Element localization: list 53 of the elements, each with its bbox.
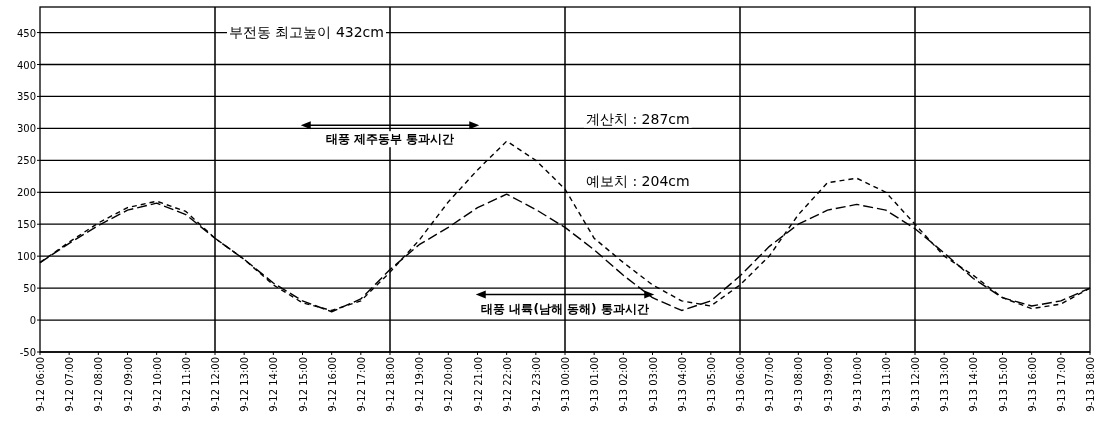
y-tick-label: 300: [16, 123, 36, 135]
x-tick-label: 9-13 04:00: [676, 357, 688, 412]
x-tick-label: 9-13 15:00: [997, 357, 1009, 412]
x-tick-label: 9-12 06:00: [35, 357, 46, 412]
x-tick-label: 9-13 13:00: [939, 357, 951, 412]
annotation: 예보치 : 204cm: [586, 173, 690, 190]
x-tick-label: 9-12 08:00: [93, 357, 105, 412]
x-tick-label: 9-12 11:00: [180, 357, 192, 412]
y-tick-label: 0: [29, 315, 36, 327]
x-tick-label: 9-12 19:00: [414, 357, 426, 412]
annotation: 계산치 : 287cm: [586, 110, 690, 127]
x-tick-label: 9-13 18:00: [1085, 357, 1096, 412]
x-tick-label: 9-13 10:00: [851, 357, 863, 412]
x-tick-label: 9-12 10:00: [151, 357, 163, 412]
x-tick-label: 9-13 06:00: [735, 357, 746, 412]
x-tick-label: 9-13 00:00: [560, 357, 571, 412]
y-tick-label: 100: [16, 251, 36, 263]
y-tick-label: 400: [16, 59, 36, 71]
x-tick-label: 9-12 09:00: [122, 357, 134, 412]
x-tick-label: 9-12 23:00: [530, 357, 542, 412]
y-tick-label: -50: [19, 347, 36, 358]
annotation: 부전동 최고높이 432cm: [229, 24, 384, 41]
x-tick-label: 9-12 18:00: [385, 357, 396, 412]
x-tick-label: 9-13 11:00: [880, 357, 892, 412]
x-tick-label: 9-12 20:00: [443, 357, 455, 412]
y-tick-label: 250: [16, 155, 36, 167]
annotation: 태풍 내륙(남해 동해) 통과시간: [481, 301, 649, 316]
x-tick-label: 9-12 21:00: [472, 357, 484, 412]
x-tick-label: 9-12 07:00: [64, 357, 76, 412]
y-tick-label: 350: [16, 91, 36, 103]
x-tick-label: 9-12 17:00: [355, 357, 367, 412]
x-tick-label: 9-12 12:00: [210, 357, 221, 412]
x-tick-label: 9-13 03:00: [647, 357, 659, 412]
x-tick-label: 9-12 14:00: [268, 357, 280, 412]
x-tick-label: 9-12 13:00: [239, 357, 251, 412]
x-tick-label: 9-13 07:00: [764, 357, 776, 412]
x-tick-label: 9-12 15:00: [297, 357, 309, 412]
x-tick-label: 9-13 12:00: [910, 357, 921, 412]
annotation: 태풍 제주동부 통과시간: [325, 132, 455, 147]
x-tick-label: 9-13 02:00: [618, 357, 630, 412]
x-tick-label: 9-13 05:00: [705, 357, 717, 412]
x-tick-label: 9-12 22:00: [501, 357, 513, 412]
x-tick-label: 9-13 09:00: [822, 357, 834, 412]
y-tick-label: 50: [23, 283, 36, 295]
y-tick-label: 200: [16, 187, 36, 199]
x-tick-label: 9-13 08:00: [793, 357, 805, 412]
y-tick-label: 150: [16, 219, 36, 231]
x-tick-label: 9-13 17:00: [1055, 357, 1067, 412]
x-tick-label: 9-12 16:00: [326, 357, 338, 412]
x-tick-label: 9-13 14:00: [968, 357, 980, 412]
x-tick-label: 9-13 16:00: [1026, 357, 1038, 412]
y-tick-label: 450: [16, 27, 36, 39]
x-tick-label: 9-13 01:00: [589, 357, 601, 412]
